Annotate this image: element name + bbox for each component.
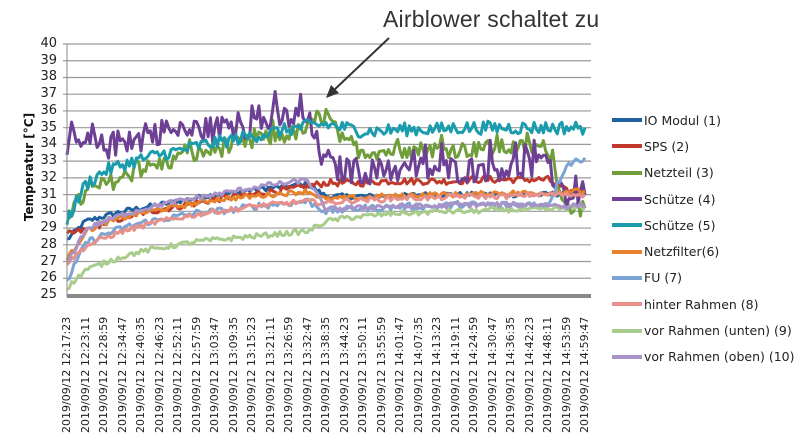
series-line [65, 90, 587, 209]
legend-item: hinter Rahmen (8) [612, 291, 795, 317]
legend-item: Netzfilter(6) [612, 238, 795, 264]
legend-label: FU (7) [644, 270, 683, 286]
legend-label: vor Rahmen (oben) (10) [644, 349, 795, 365]
x-tick-label: 2019/09/12 12:17:23 [60, 316, 73, 433]
x-tick-label: 2019/09/12 14:48:11 [541, 316, 554, 433]
x-tick-label: 2019/09/12 13:55:59 [374, 316, 388, 433]
y-tick-label: 39 [40, 52, 57, 68]
y-tick-label: 27 [40, 253, 57, 269]
legend-swatch-icon [612, 354, 642, 359]
legend-item: SPS (2) [612, 133, 795, 159]
legend-label: Netzfilter(6) [644, 244, 720, 260]
legend-item: IO Modul (1) [612, 107, 795, 133]
y-tick-label: 26 [40, 270, 57, 286]
x-tick-label: 2019/09/12 13:15:23 [245, 316, 258, 433]
y-tick-label: 33 [40, 153, 57, 169]
y-tick-label: 38 [40, 69, 57, 85]
series-lines [65, 90, 587, 291]
x-tick-label: 2019/09/12 12:28:59 [97, 316, 110, 433]
x-tick-label: 2019/09/12 12:57:59 [189, 316, 203, 433]
x-tick-label: 2019/09/12 14:59:47 [578, 316, 591, 433]
y-tick-label: 31 [40, 186, 57, 202]
legend-item: Netzteil (3) [612, 160, 795, 186]
legend-item: Schütze (5) [612, 212, 795, 238]
legend-item: FU (7) [612, 265, 795, 291]
x-tick-label: 2019/09/12 14:13:23 [430, 316, 443, 433]
x-tick-label: 2019/09/12 13:32:47 [300, 316, 314, 433]
series-line [66, 204, 586, 291]
x-tick-label: 2019/09/12 13:03:47 [208, 316, 221, 433]
series-line [66, 107, 587, 220]
x-tick-label: 2019/09/12 12:46:23 [152, 316, 166, 433]
y-tick-label: 29 [40, 220, 57, 236]
legend-label: Netzteil (3) [644, 165, 714, 181]
series-line [65, 190, 587, 266]
y-tick-label: 36 [40, 102, 57, 118]
x-tick-label: 2019/09/12 14:01:47 [393, 316, 406, 433]
legend-swatch-icon [612, 249, 642, 254]
y-tick-label: 40 [40, 36, 57, 51]
x-tick-label: 2019/09/12 14:36:35 [504, 316, 517, 433]
y-tick-label: 37 [40, 86, 57, 102]
legend-swatch-icon [612, 118, 642, 123]
x-tick-label: 2019/09/12 13:44:23 [337, 316, 351, 433]
legend: IO Modul (1) SPS (2) Netzteil (3) Schütze (… [612, 107, 795, 370]
x-tick-label: 2019/09/12 12:40:35 [134, 316, 147, 433]
legend-item: Schütze (4) [612, 186, 795, 212]
legend-swatch-icon [612, 328, 642, 333]
y-tick-label: 30 [40, 203, 57, 219]
x-tick-label: 2019/09/12 14:07:35 [411, 316, 425, 433]
x-tick-label: 2019/09/12 13:26:59 [282, 316, 295, 433]
legend-label: SPS (2) [644, 138, 690, 154]
legend-label: vor Rahmen (unten) (9) [644, 323, 792, 339]
x-tick-label: 2019/09/12 12:52:11 [171, 316, 184, 433]
legend-item: vor Rahmen (unten) (9) [612, 317, 795, 343]
legend-swatch-icon [612, 223, 642, 228]
annotation-arrow [326, 37, 390, 98]
series-line [66, 177, 587, 263]
y-tick-label: 28 [40, 236, 57, 252]
annotation-text: Airblower schaltet zu [383, 6, 600, 32]
x-tick-label: 2019/09/12 13:50:11 [356, 316, 369, 433]
x-tick-label: 2019/09/12 13:38:35 [319, 316, 332, 433]
legend-swatch-icon [612, 144, 642, 149]
legend-swatch-icon [612, 170, 642, 175]
x-tick-label: 2019/09/12 14:30:47 [485, 316, 499, 433]
y-tick-label: 32 [40, 169, 57, 185]
x-tick-label: 2019/09/12 14:53:59 [559, 316, 573, 433]
legend-item: vor Rahmen (oben) (10) [612, 344, 795, 370]
y-tick-label: 25 [40, 287, 57, 302]
x-tick-label: 2019/09/12 13:21:11 [263, 316, 277, 433]
x-tick-label: 2019/09/12 12:34:47 [115, 316, 129, 433]
x-tick-label: 2019/09/12 14:19:11 [448, 316, 462, 433]
legend-label: hinter Rahmen (8) [644, 296, 759, 312]
x-tick-label: 2019/09/12 14:24:59 [467, 316, 480, 433]
x-tick-label: 2019/09/12 14:42:23 [522, 316, 536, 433]
legend-swatch-icon [612, 302, 642, 307]
legend-swatch-icon [612, 197, 642, 202]
series-line [65, 117, 587, 226]
legend-label: Schütze (4) [644, 191, 716, 207]
y-tick-label: 35 [40, 119, 57, 135]
x-tick-label: 2019/09/12 12:23:11 [78, 316, 92, 433]
legend-swatch-icon [612, 275, 642, 280]
x-tick-label: 2019/09/12 13:09:35 [226, 316, 240, 433]
y-tick-label: 34 [40, 136, 57, 152]
legend-label: IO Modul (1) [644, 112, 721, 128]
legend-label: Schütze (5) [644, 217, 716, 233]
